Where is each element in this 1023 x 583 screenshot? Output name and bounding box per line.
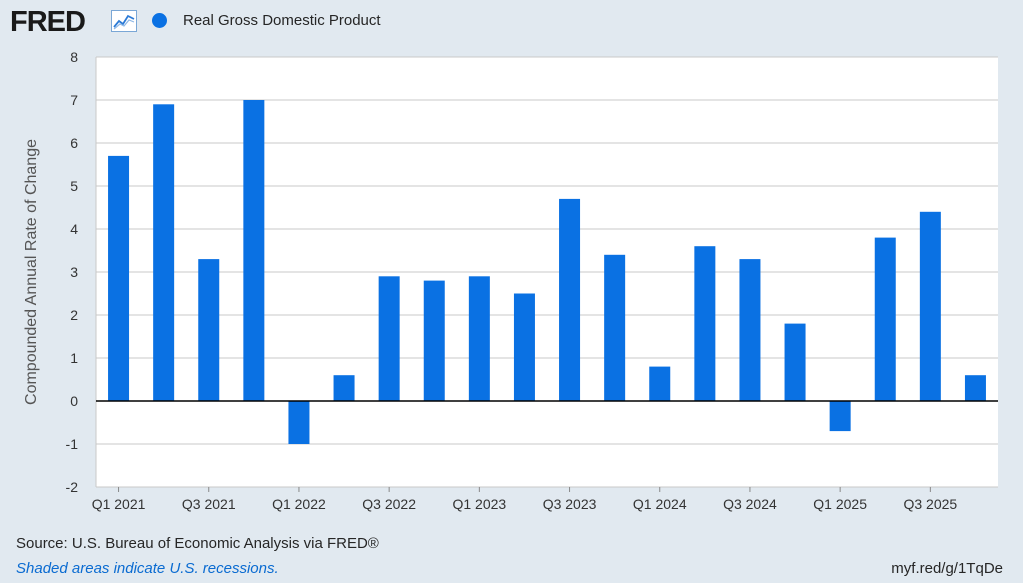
fred-logo[interactable]: FRED	[10, 6, 86, 38]
y-tick-label: 2	[70, 307, 78, 323]
bar	[694, 246, 716, 401]
recession-note: Shaded areas indicate U.S. recessions.	[16, 560, 279, 577]
y-tick-label: 4	[70, 221, 78, 237]
y-tick-label: 0	[70, 393, 78, 409]
bar	[964, 375, 986, 401]
source-text: Source: U.S. Bureau of Economic Analysis…	[16, 535, 379, 552]
x-tick-label: Q1 2021	[92, 496, 146, 512]
bar	[108, 155, 130, 401]
x-tick-label: Q1 2022	[272, 496, 326, 512]
bar	[649, 366, 671, 401]
bar	[829, 401, 851, 432]
bar	[468, 276, 490, 401]
bar	[874, 237, 896, 401]
x-tick-label: Q1 2024	[633, 496, 687, 512]
legend-marker	[152, 13, 167, 28]
x-tick-label: Q3 2025	[903, 496, 957, 512]
x-tick-label: Q1 2025	[813, 496, 867, 512]
y-tick-label: 7	[70, 92, 78, 108]
bar	[333, 375, 355, 401]
bar	[739, 259, 761, 401]
y-tick-label: 6	[70, 135, 78, 151]
bar	[423, 280, 445, 401]
bar	[378, 276, 400, 401]
x-tick-label: Q3 2022	[362, 496, 416, 512]
x-tick-label: Q3 2023	[543, 496, 597, 512]
x-tick-label: Q3 2021	[182, 496, 236, 512]
bar	[243, 100, 265, 401]
x-tick-label: Q1 2023	[452, 496, 506, 512]
short-link[interactable]: myf.red/g/1TqDe	[891, 560, 1003, 577]
y-tick-label: 8	[70, 49, 78, 65]
y-axis-label: Compounded Annual Rate of Change	[23, 139, 40, 405]
bar	[198, 259, 220, 401]
bar	[919, 211, 941, 401]
y-tick-label: 3	[70, 264, 78, 280]
bar	[559, 198, 581, 401]
bar	[784, 323, 806, 401]
bar	[604, 254, 626, 401]
bar	[153, 104, 175, 402]
y-tick-label: 5	[70, 178, 78, 194]
x-tick-label: Q3 2024	[723, 496, 777, 512]
line-chart-icon	[111, 10, 137, 32]
bar	[513, 293, 535, 401]
legend-label: Real Gross Domestic Product	[183, 12, 381, 29]
y-tick-label: -1	[66, 436, 79, 452]
y-tick-label: -2	[66, 479, 79, 495]
y-tick-label: 1	[70, 350, 78, 366]
bar	[288, 401, 310, 444]
